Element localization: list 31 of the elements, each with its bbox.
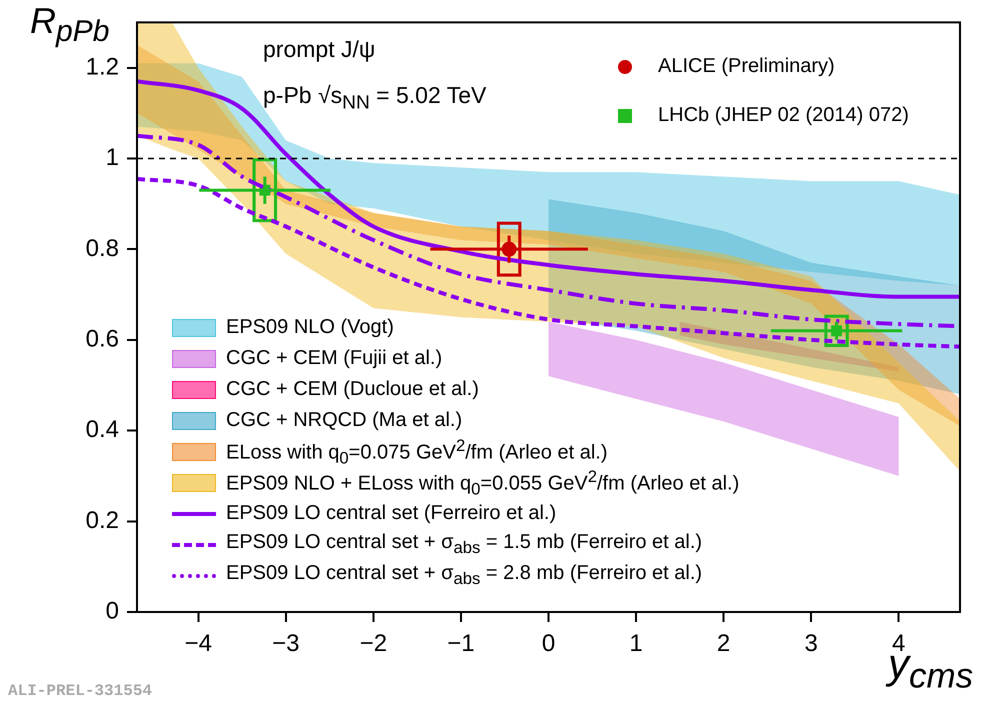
x-tick-label: 0	[542, 630, 556, 658]
legend-label: EPS09 LO central set + σ$_{abs}$ = 1.5 mb (Ferreiro et al.)	[226, 530, 702, 558]
annotation: p-Pb √s$_{NN}$ = 5.02 TeV	[263, 82, 486, 115]
legend-label: CGC + NRQCD (Ma et al.)	[226, 408, 462, 433]
x-tick-label: 1	[629, 630, 643, 658]
text: ALI-PREL-331554	[8, 682, 152, 700]
y-tick-label: 1	[106, 144, 119, 172]
x-tick-label: 3	[804, 630, 818, 658]
legend-label: EPS09 NLO (Vogt)	[226, 315, 394, 340]
y-tick-label: 0.2	[86, 506, 119, 534]
y-axis-title: R$_{pPb}$	[30, 0, 110, 50]
y-tick-label: 0.4	[86, 416, 119, 444]
x-tick-label: −3	[272, 630, 300, 658]
legend-label: CGC + CEM (Fujii et al.)	[226, 346, 442, 371]
x-tick-label: −1	[447, 630, 475, 658]
line-series	[137, 176, 960, 349]
y-tick-label: 0.8	[86, 234, 119, 262]
legend-label: EPS09 NLO + ELoss with q$_{0}$=0.055 GeV$^{2}$/fm (Arleo et al.)	[226, 466, 740, 498]
y-tick-label: 1.2	[86, 53, 119, 80]
legend-label: LHCb (JHEP 02 (2014) 072)	[658, 103, 909, 128]
legend-label: EPS09 LO central set (Ferreiro et al.)	[226, 501, 556, 526]
x-tick-label: −2	[360, 630, 388, 658]
y-tick-label: 0.6	[86, 326, 119, 352]
x-tick-label: 2	[716, 630, 730, 658]
annotation: prompt J/ψ	[263, 36, 376, 63]
legend-label: EPS09 LO central set + σ$_{abs}$ = 2.8 mb (Ferreiro et al.)	[226, 560, 702, 590]
x-tick-label: −4	[184, 630, 212, 658]
legend-label: CGC + CEM (Ducloue et al.)	[226, 377, 479, 402]
legend-label: ELoss with q$_{0}$=0.075 GeV$^{2}$/fm (Arleo et al.)	[226, 436, 608, 468]
y-tick-label: 0	[106, 598, 119, 625]
legend-label: ALICE (Preliminary)	[658, 54, 835, 79]
